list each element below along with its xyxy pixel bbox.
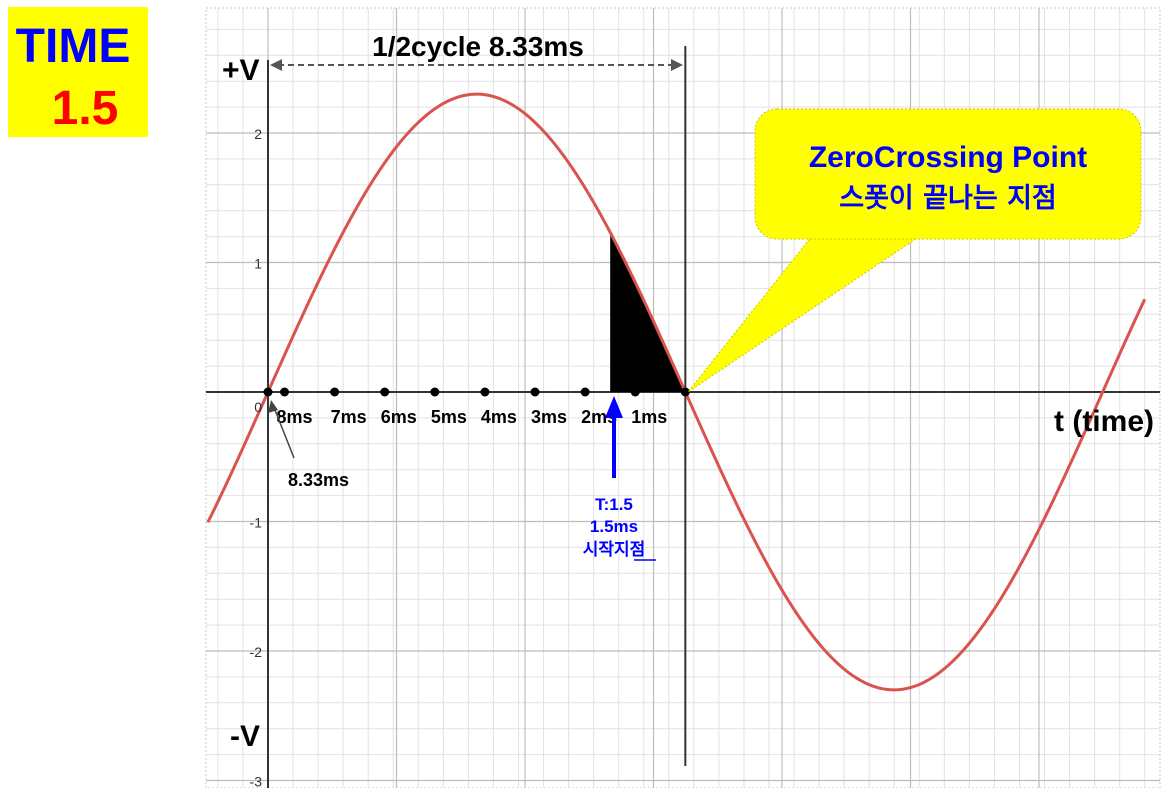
time-marker-dot [263, 387, 273, 397]
half-cycle-title: 1/2cycle 8.33ms [372, 31, 584, 62]
start-arrow-icon [605, 396, 623, 418]
time-marker-dot [630, 387, 640, 397]
time-marker-dot [280, 387, 290, 397]
y-tick-label: 1 [254, 256, 262, 272]
time-markers: 8ms 7ms 6ms 5ms 4ms 3ms 2ms 1ms [263, 387, 690, 427]
origin-pointer [272, 404, 295, 459]
right-arrowhead-icon [671, 59, 683, 71]
y-tick-label: 0 [254, 399, 262, 415]
time-marker-label: 1ms [631, 407, 667, 427]
y-tick-label: -1 [250, 515, 263, 531]
time-marker-dot [330, 387, 340, 397]
start-label-line3: 시작지점 [583, 540, 646, 560]
annotations: +V -V t (time) 1/2cycle 8.33ms 8.33ms T:1.5 1.… [222, 31, 1154, 753]
y-tick-label: -3 [250, 774, 263, 788]
start-label-line2: 1.5ms [590, 517, 638, 536]
origin-arrowhead-icon [268, 400, 278, 413]
y-positive-label: +V [222, 54, 260, 87]
sine-curve-group [206, 92, 1147, 692]
y-ticks: 2 1 0 -1 -2 -3 [250, 126, 263, 788]
time-marker-label: 3ms [531, 407, 567, 427]
time-marker-label: 8ms [277, 407, 313, 427]
time-marker-dot [430, 387, 440, 397]
time-marker-dot [580, 387, 590, 397]
sine-curve [206, 92, 1147, 692]
callout-line1: ZeroCrossing Point [809, 141, 1087, 174]
time-badge: TIME 1.5 [8, 7, 148, 137]
y-tick-label: -2 [250, 644, 263, 660]
time-badge-title: TIME [15, 20, 131, 73]
time-marker-dot [530, 387, 540, 397]
time-marker-label: 5ms [431, 407, 467, 427]
time-marker-label: 6ms [381, 407, 417, 427]
y-negative-label: -V [230, 720, 260, 753]
origin-note: 8.33ms [288, 470, 349, 490]
time-marker-label: 7ms [331, 407, 367, 427]
x-axis-label: t (time) [1054, 405, 1154, 438]
time-badge-value: 1.5 [51, 82, 119, 135]
callout-line2: 스폿이 끝나는 지점 [839, 183, 1057, 214]
zero-crossing-callout [754, 108, 1142, 240]
time-marker-dot [380, 387, 390, 397]
left-arrowhead-icon [270, 59, 282, 71]
time-marker-dot [480, 387, 490, 397]
time-marker-dot [680, 387, 690, 397]
plot-frame [205, 7, 1161, 788]
time-marker-label: 4ms [481, 407, 517, 427]
y-tick-label: 2 [254, 126, 262, 142]
start-label-line1: T:1.5 [595, 495, 633, 514]
